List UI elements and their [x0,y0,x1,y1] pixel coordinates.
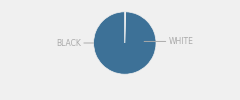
Text: WHITE: WHITE [144,37,193,46]
Wedge shape [94,12,156,74]
Wedge shape [125,12,126,43]
Text: BLACK: BLACK [56,38,94,48]
